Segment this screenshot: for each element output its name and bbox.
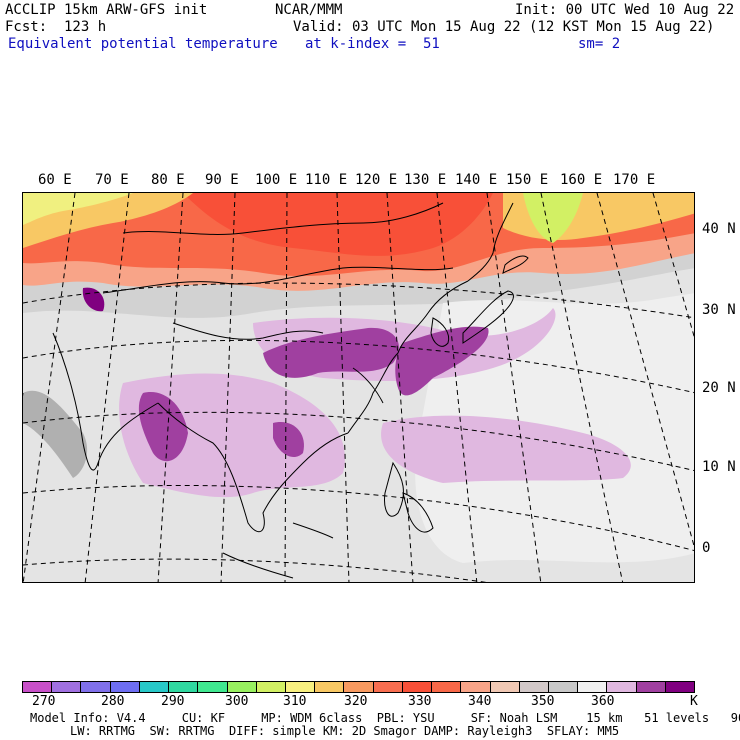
colorbar-swatch bbox=[110, 682, 140, 692]
colorbar-swatch bbox=[519, 682, 549, 692]
colorbar-swatch bbox=[315, 682, 345, 692]
colorbar-swatch bbox=[578, 682, 608, 692]
colorbar-swatch bbox=[636, 682, 666, 692]
colorbar-swatch bbox=[548, 682, 579, 692]
colorbar-swatch bbox=[373, 682, 403, 692]
coastlines bbox=[52, 202, 529, 579]
lon-label: 160 E bbox=[560, 172, 603, 188]
smoothing-label: sm= 2 bbox=[578, 36, 621, 52]
colorbar-label: 290 bbox=[161, 694, 185, 709]
colorbar-swatch bbox=[198, 682, 228, 692]
colorbar-unit: K bbox=[690, 694, 698, 709]
init-time: Init: 00 UTC Wed 10 Aug 22 bbox=[515, 2, 735, 18]
india-land bbox=[23, 390, 88, 478]
colorbar-swatch bbox=[81, 682, 111, 692]
forecast-hour: Fcst: 123 h bbox=[5, 19, 107, 35]
colorbar-swatch bbox=[23, 682, 53, 692]
latitude-grid bbox=[23, 282, 694, 582]
colorbar-label: 330 bbox=[408, 694, 432, 709]
moist-region-pacific bbox=[381, 415, 631, 483]
lat-label: 40 N bbox=[702, 221, 736, 237]
high-thetae-bengal bbox=[138, 392, 188, 462]
physics-info: LW: RRTMG SW: RRTMG DIFF: simple KM: 2D … bbox=[70, 724, 620, 738]
high-thetae-korea bbox=[395, 326, 489, 396]
colorbar-swatch bbox=[665, 682, 695, 692]
model-title: ACCLIP 15km ARW-GFS init bbox=[5, 2, 208, 18]
lon-label: 170 E bbox=[613, 172, 656, 188]
lat-label: 20 N bbox=[702, 380, 736, 396]
colorbar-swatch bbox=[402, 682, 433, 692]
lat-label: 0 bbox=[702, 540, 711, 556]
lon-label: 60 E bbox=[38, 172, 72, 188]
lon-label: 110 E bbox=[305, 172, 348, 188]
level-index: at k-index = 51 bbox=[305, 36, 440, 52]
colorbar-swatch bbox=[256, 682, 286, 692]
colorbar-label: 280 bbox=[101, 694, 125, 709]
colorbar-swatch bbox=[607, 682, 637, 692]
lon-label: 70 E bbox=[95, 172, 129, 188]
lon-label: 130 E bbox=[404, 172, 447, 188]
colorbar-label: 270 bbox=[32, 694, 56, 709]
colorbar-swatch bbox=[461, 682, 491, 692]
lon-label: 80 E bbox=[151, 172, 185, 188]
lat-label: 30 N bbox=[702, 302, 736, 318]
longitude-grid bbox=[23, 193, 694, 582]
colorbar-swatch bbox=[139, 682, 170, 692]
colorbar-label: 310 bbox=[283, 694, 307, 709]
warm-northwest-core bbox=[23, 193, 133, 225]
colorbar-label: 300 bbox=[225, 694, 249, 709]
high-thetae-indochina bbox=[273, 422, 304, 458]
lon-label: 120 E bbox=[355, 172, 398, 188]
map-panel bbox=[22, 192, 695, 583]
field-name: Equivalent potential temperature bbox=[8, 36, 278, 52]
colorbar-label: 350 bbox=[531, 694, 555, 709]
warm-northeast-core bbox=[523, 193, 583, 243]
colorbar bbox=[22, 681, 695, 693]
colorbar-swatch bbox=[285, 682, 316, 692]
map-canvas bbox=[23, 193, 694, 582]
lon-label: 140 E bbox=[455, 172, 498, 188]
lon-label: 150 E bbox=[506, 172, 549, 188]
organization-label: NCAR/MMM bbox=[275, 2, 343, 18]
valid-time: Valid: 03 UTC Mon 15 Aug 22 (12 KST Mon … bbox=[293, 19, 715, 35]
lon-label: 100 E bbox=[255, 172, 298, 188]
colorbar-label: 340 bbox=[468, 694, 492, 709]
colorbar-label: 360 bbox=[591, 694, 615, 709]
lon-label: 90 E bbox=[205, 172, 239, 188]
colorbar-swatch bbox=[227, 682, 257, 692]
model-info: Model Info: V4.4 CU: KF MP: WDM 6class P… bbox=[30, 711, 740, 725]
colorbar-swatch bbox=[52, 682, 82, 692]
colorbar-swatch bbox=[169, 682, 199, 692]
high-thetae-china bbox=[263, 327, 399, 378]
colorbar-swatch bbox=[344, 682, 374, 692]
colorbar-swatch bbox=[432, 682, 462, 692]
lat-label: 10 N bbox=[702, 459, 736, 475]
colorbar-label: 320 bbox=[344, 694, 368, 709]
colorbar-swatch bbox=[490, 682, 520, 692]
